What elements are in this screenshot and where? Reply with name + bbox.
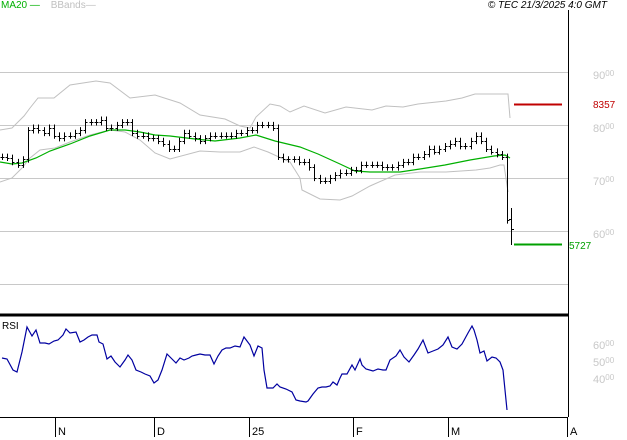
x-label-apr: A: [570, 426, 578, 438]
rsi-label-50: 5000: [593, 356, 615, 370]
x-label-2025: 25: [252, 426, 265, 438]
x-label-mar: M: [451, 426, 461, 438]
resistance-label: 8357: [593, 100, 616, 111]
rsi-title: RSI: [2, 321, 19, 332]
x-label-feb: F: [356, 426, 363, 438]
rsi-label-40: 4000: [593, 373, 615, 387]
y-label-6000: 6000: [593, 228, 615, 242]
y-label-9000: 9000: [593, 69, 615, 83]
chart-legend: MA20 — BBands—: [1, 0, 96, 11]
legend-ma20[interactable]: MA20 —: [1, 0, 40, 11]
rsi-label-60: 6000: [593, 339, 615, 353]
ma20-line: [0, 129, 511, 173]
bollinger-bands: [0, 80, 511, 201]
x-ticks: [55, 418, 568, 437]
y-label-7000: 7000: [593, 175, 615, 189]
ohlc-bars: [0, 116, 510, 224]
copyright-timestamp: © TEC 21/3/2025 4:0 GMT: [487, 0, 607, 11]
rsi-line: [1, 324, 508, 411]
legend-bbands[interactable]: BBands—: [50, 0, 96, 11]
x-label-nov: N: [58, 426, 66, 438]
x-label-dec: D: [157, 426, 165, 438]
support-label: 5727: [569, 241, 592, 252]
y-label-8000: 8000: [593, 122, 615, 136]
price-gridlines: [0, 72, 568, 285]
